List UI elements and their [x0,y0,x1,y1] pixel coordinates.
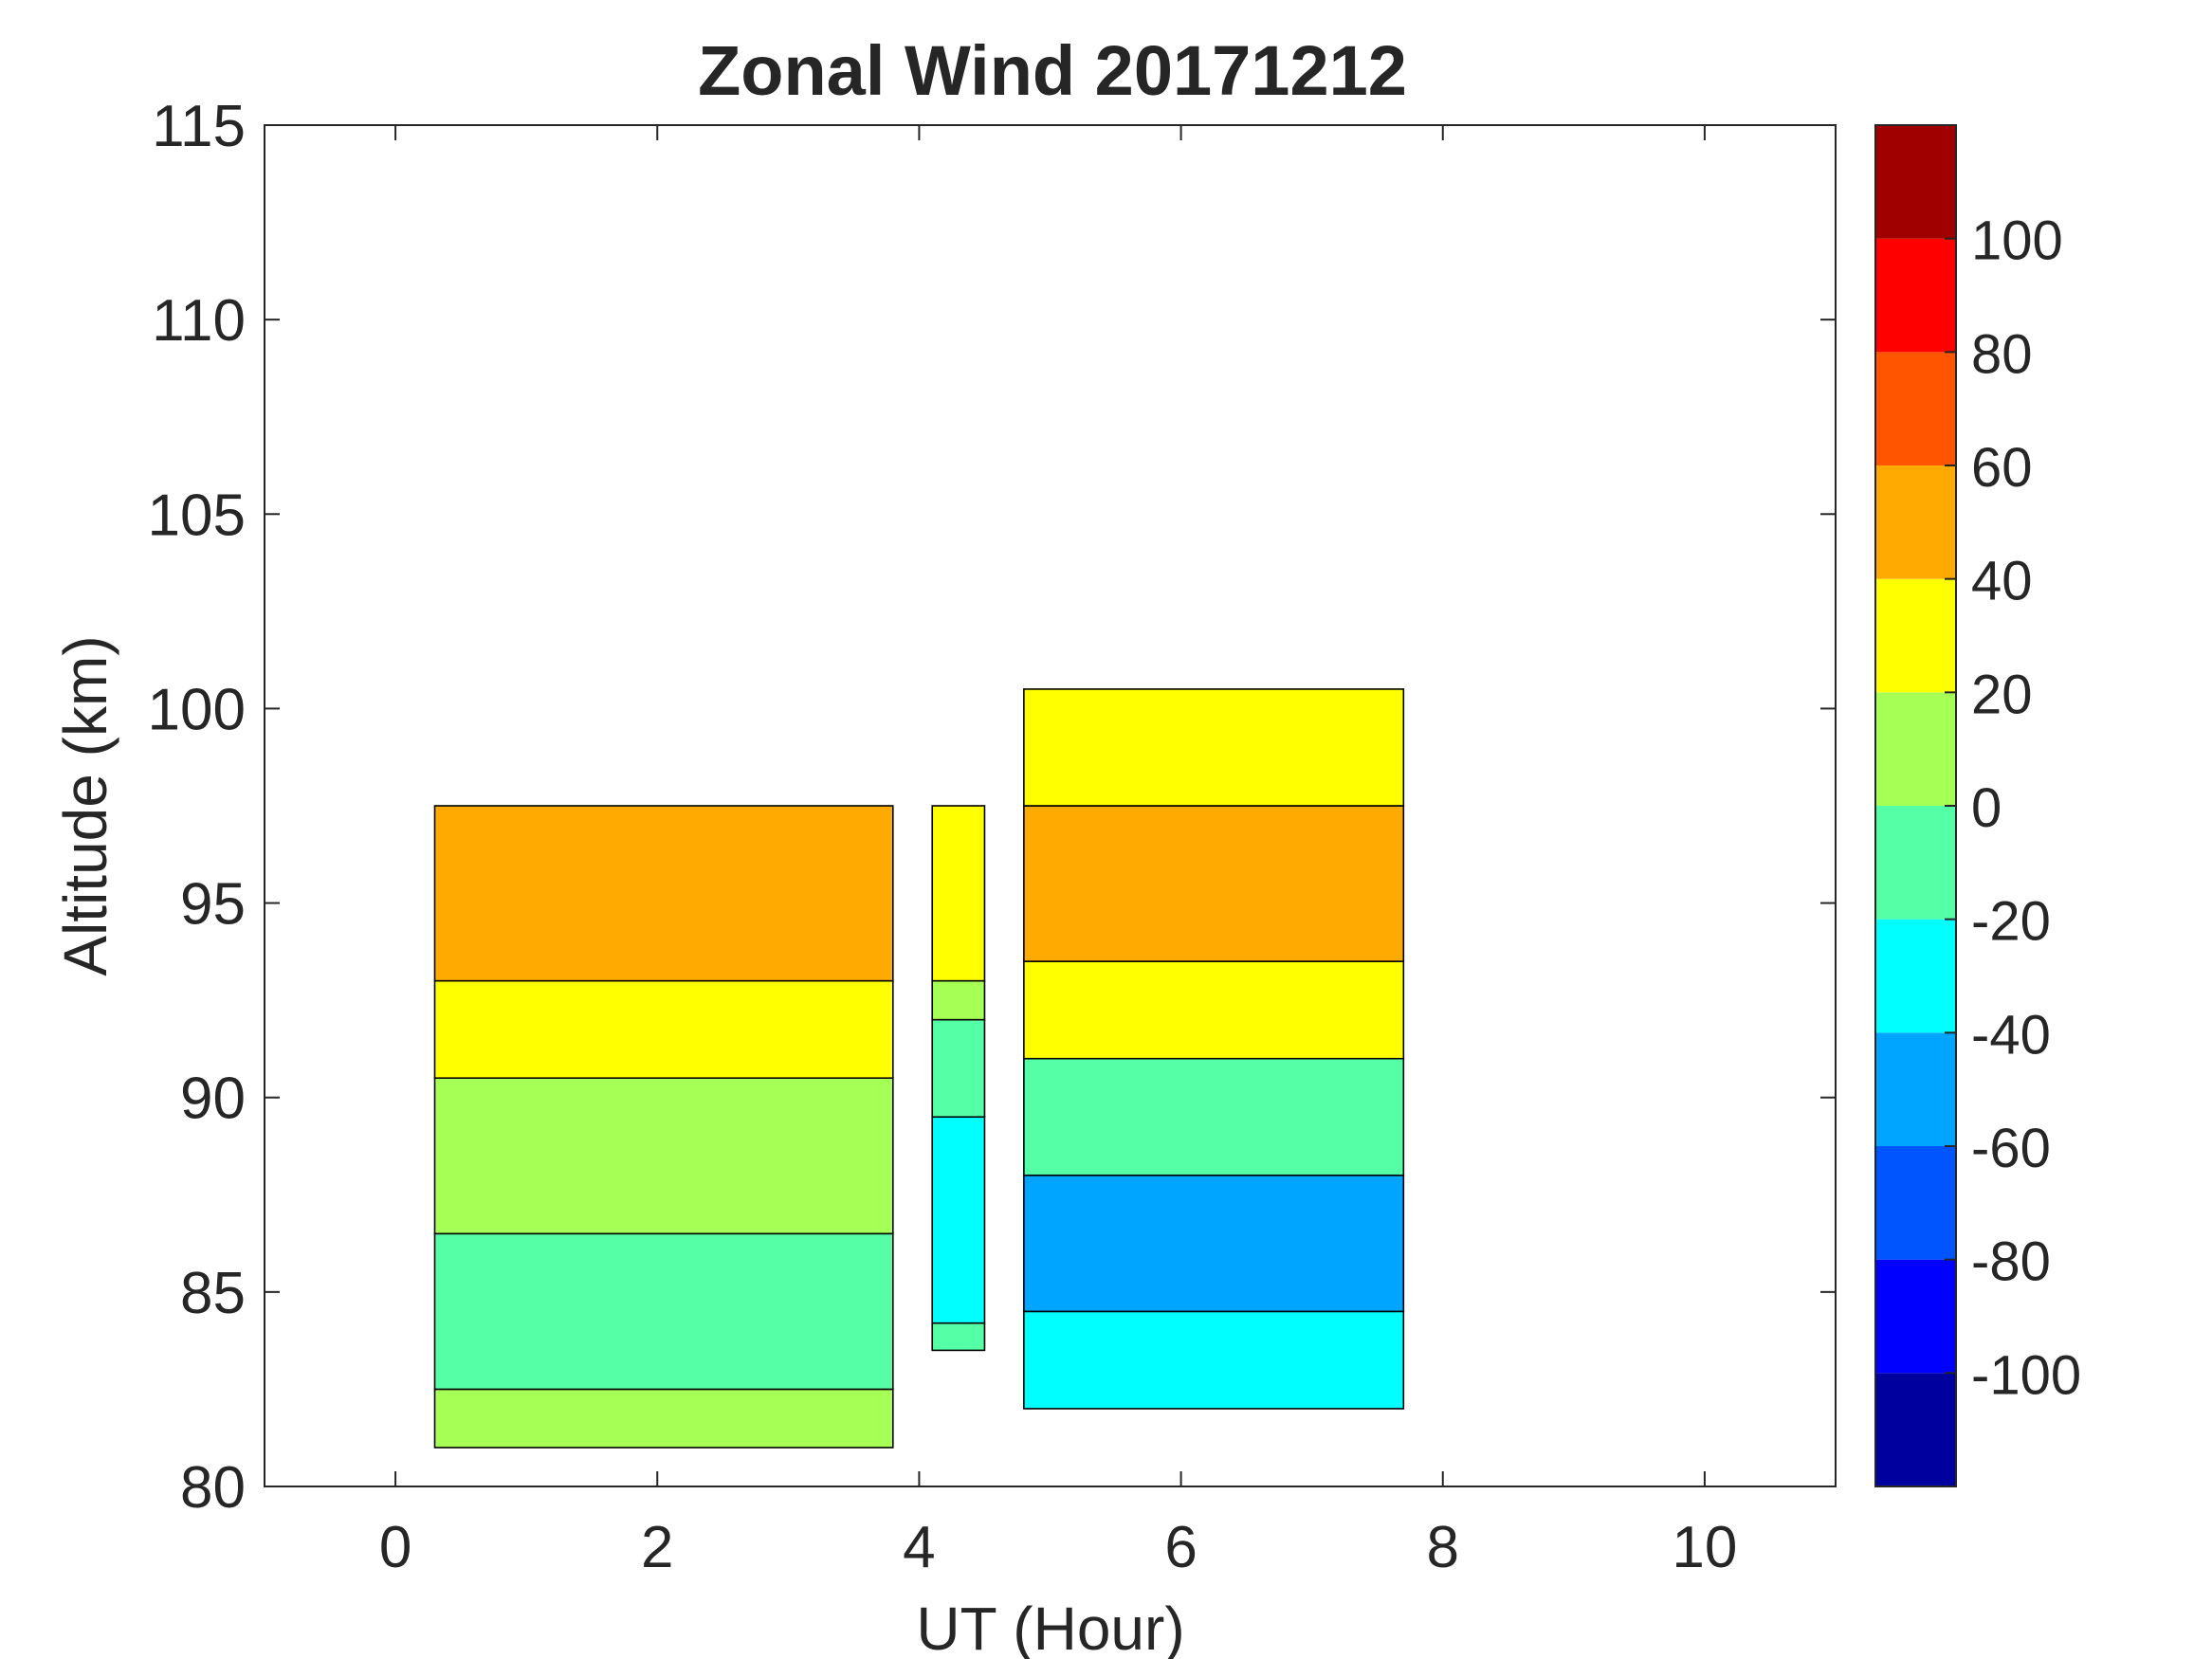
colorbar-band [1875,1259,1956,1374]
y-tick-label: 100 [148,677,246,742]
colorbar-band [1875,919,1956,1033]
colorbar-tick-label: 60 [1971,437,2033,499]
colorbar-tick-label: 80 [1971,323,2033,385]
colorbar-tick-label: 100 [1971,210,2063,272]
contour-band-1-2 [931,1018,986,1119]
contour-band-0-0 [433,1388,894,1449]
colorbar-band [1875,692,1956,806]
y-tick-label: 115 [152,94,246,159]
colorbar-band [1875,578,1956,693]
colorbar-frame [1874,124,1957,1487]
contour-band-1-1 [931,1116,986,1324]
y-tick-label: 80 [180,1455,246,1521]
colorbar-ticks: -100 -80 -60 -40 -20 0 20 40 60 80 100 [1945,210,2081,1406]
x-axis-label: UT (Hour) [916,1595,1184,1659]
y-axis-ticks: 80 85 90 95 100 105 110 115 [148,94,1836,1521]
contour-band-2-2 [1023,1057,1405,1176]
contour-band-1-4 [931,805,986,982]
colorbar [1875,125,1956,1486]
y-tick-label: 110 [152,288,246,354]
x-tick-label: 2 [641,1515,673,1580]
y-tick-label: 95 [180,872,246,938]
contour-band-2-1 [1023,1174,1405,1313]
plot-frame [264,124,1837,1487]
colorbar-band [1875,125,1956,239]
colorbar-band [1875,806,1956,920]
colorbar-tick-label: -60 [1971,1118,2051,1179]
y-axis-label: Altitude (km) [51,635,119,975]
y-tick-label: 90 [180,1066,246,1132]
contour-band-2-3 [1023,960,1405,1060]
y-tick-label: 85 [180,1261,246,1326]
contour-band-0-1 [433,1232,894,1391]
colorbar-tick-label: -100 [1971,1344,2081,1406]
contour-band-0-3 [433,979,894,1079]
colorbar-band [1875,238,1956,353]
colorbar-band [1875,1032,1956,1146]
colorbar-band [1875,465,1956,579]
contour-band-1-3 [931,979,986,1021]
chart-title: Zonal Wind 20171212 [698,31,1407,110]
colorbar-tick-label: -40 [1971,1004,2051,1066]
contour-band-2-4 [1023,805,1405,962]
contour-band-2-0 [1023,1310,1405,1410]
colorbar-band [1875,352,1956,465]
x-tick-label: 4 [903,1515,935,1580]
contour-band-1-0 [931,1322,986,1352]
colorbar-tick-label: 40 [1971,551,2033,612]
x-tick-label: 10 [1672,1515,1737,1580]
colorbar-tick-label: -80 [1971,1231,2051,1293]
contour-band-0-2 [433,1077,894,1235]
contour-band-0-4 [433,805,894,982]
x-tick-label: 8 [1427,1515,1459,1580]
y-tick-label: 105 [148,483,246,548]
x-axis-ticks: 0 2 4 6 8 10 [379,125,1737,1580]
colorbar-band [1875,1146,1956,1260]
colorbar-band [1875,1373,1956,1486]
colorbar-tick-label: 20 [1971,664,2033,725]
colorbar-tick-label: -20 [1971,891,2051,953]
contour-band-2-5 [1023,688,1405,807]
x-tick-label: 0 [379,1515,411,1580]
contour-fill-area [433,688,1405,1449]
colorbar-tick-label: 0 [1971,777,2002,839]
x-tick-label: 6 [1164,1515,1197,1580]
